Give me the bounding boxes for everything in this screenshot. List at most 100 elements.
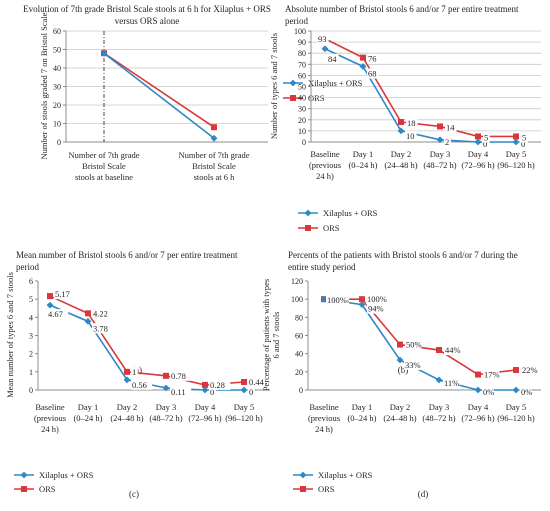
data-label-bg [367,53,379,64]
data-label-bg [170,387,192,398]
x-tick-label: Bristol Scale [192,161,236,171]
chart-title: Mean number of Bristol stools 6 and/or 7… [16,250,238,260]
legend-label: ORS [318,484,335,494]
y-tick-label: 120 [291,277,303,286]
x-tick-label: 24 h) [41,424,59,434]
y-axis-title: Percentage of patients with types 6 and 7… [261,279,281,391]
y-tick-label: 100 [294,27,306,36]
data-point-xilaplus [397,127,405,135]
data-label-bg [444,345,461,356]
legend: Xilaplus + ORS ORS [14,470,94,494]
data-label-bg [445,122,457,133]
y-tick-label: 60 [298,71,306,80]
data-point-ors [513,367,519,374]
data-point-xilaplus [321,45,329,53]
legend-marker-ors [21,486,27,492]
x-tick-label: (72–96 h) [461,160,494,170]
x-tick-label: Day 5 [506,149,527,159]
x-tick-label: 24 h) [316,171,334,181]
y-tick-label: 3 [29,332,33,341]
legend-marker-xilaplus [20,471,28,479]
data-label-bg [209,387,216,397]
y-tick-label: 80 [295,313,303,322]
y-tick-label: 70 [298,60,306,69]
y-tick-label: 60 [53,27,61,36]
data-point-ors [513,133,519,140]
data-label: 3.78 [93,323,108,333]
x-tick-label: Day 4 [195,402,216,412]
x-tick-label: Day 2 [117,402,138,412]
data-point-ors [398,119,404,126]
chart-panel-b: Absolute number of Bristol stools 6 and/… [269,4,541,375]
data-label-bg [482,387,494,397]
data-label-bg [366,294,388,305]
data-point-xilaplus [84,317,92,325]
data-label: 84 [328,54,337,64]
data-label: 0 [249,387,253,397]
y-axis-title: Number of types 6 and 7 stools [269,33,279,139]
data-label: 2 [445,137,449,147]
x-tick-label: (0–24 h) [73,413,102,423]
data-label: 94% [368,304,384,314]
data-label: 93 [318,34,327,44]
legend-label: Xilaplus + ORS [308,78,363,88]
data-label: 68 [368,69,377,79]
data-point-xilaplus [358,301,366,309]
data-label-bg [404,360,421,371]
y-tick-label: 2 [29,350,33,359]
data-point-xilaplus [359,63,367,70]
x-tick-label: Day 4 [468,149,489,159]
x-tick-label: (96–120 h) [497,160,535,170]
y-tick-label: 0 [57,138,61,147]
data-point-ors [124,368,130,375]
data-label-bg [406,118,418,129]
x-tick-label: Day 2 [390,402,411,412]
data-point-xilaplus [396,356,404,364]
data-label-bg [483,369,500,380]
legend-marker-ors [290,95,296,101]
data-point-ors [163,372,169,379]
data-label-bg [47,309,69,320]
x-tick-label: Day 4 [468,402,489,412]
data-label: 0 [483,139,487,149]
data-label: 18 [407,118,416,128]
data-point-xilaplus [100,49,108,57]
x-tick-label: (24–48 h) [384,160,417,170]
data-label: 1 [132,367,136,377]
data-label-bg [317,33,329,44]
data-label-bg [326,295,348,306]
legend-marker-xilaplus [304,209,312,217]
data-label: 5 [484,132,488,142]
data-label-bg [444,136,451,147]
data-label: 5.17 [55,289,70,299]
data-label: 14 [446,122,455,132]
data-label: 0.78 [171,371,186,381]
legend-marker-ors [305,225,311,231]
data-point-ors [85,310,91,317]
data-point-ors [359,296,365,303]
y-tick-label: 0 [29,386,33,395]
x-tick-label: (96–120 h) [497,413,535,423]
data-label: 0.28 [210,380,225,390]
data-label: 0.11 [171,387,186,397]
x-tick-label: Day 3 [429,402,450,412]
panel-label: (d) [418,489,429,499]
chart-title: Absolute number of Bristol stools 6 and/… [285,4,519,14]
data-point-xilaplus [474,138,482,146]
x-tick-label: Number of 7th grade [68,150,139,160]
data-label: 4.22 [93,308,108,318]
x-tick-label: (48–72 h) [423,160,456,170]
series-line-xilaplus [49,304,244,391]
data-label: 10 [406,131,415,141]
x-tick-label: Day 5 [234,402,255,412]
data-label-bg [92,323,114,334]
y-tick-label: 20 [298,116,306,125]
y-axis-label: Mean number of types 6 and 7 stools [5,272,15,398]
y-tick-label: 30 [53,83,61,92]
data-point-ors [397,341,403,348]
chart-panel-c: Mean number of Bristol stools 6 and/or 7… [5,250,270,499]
data-label: 22% [522,365,538,375]
data-label-bg [248,387,255,397]
legend-label: Xilaplus + ORS [323,208,378,218]
y-tick-label: 6 [29,277,33,286]
